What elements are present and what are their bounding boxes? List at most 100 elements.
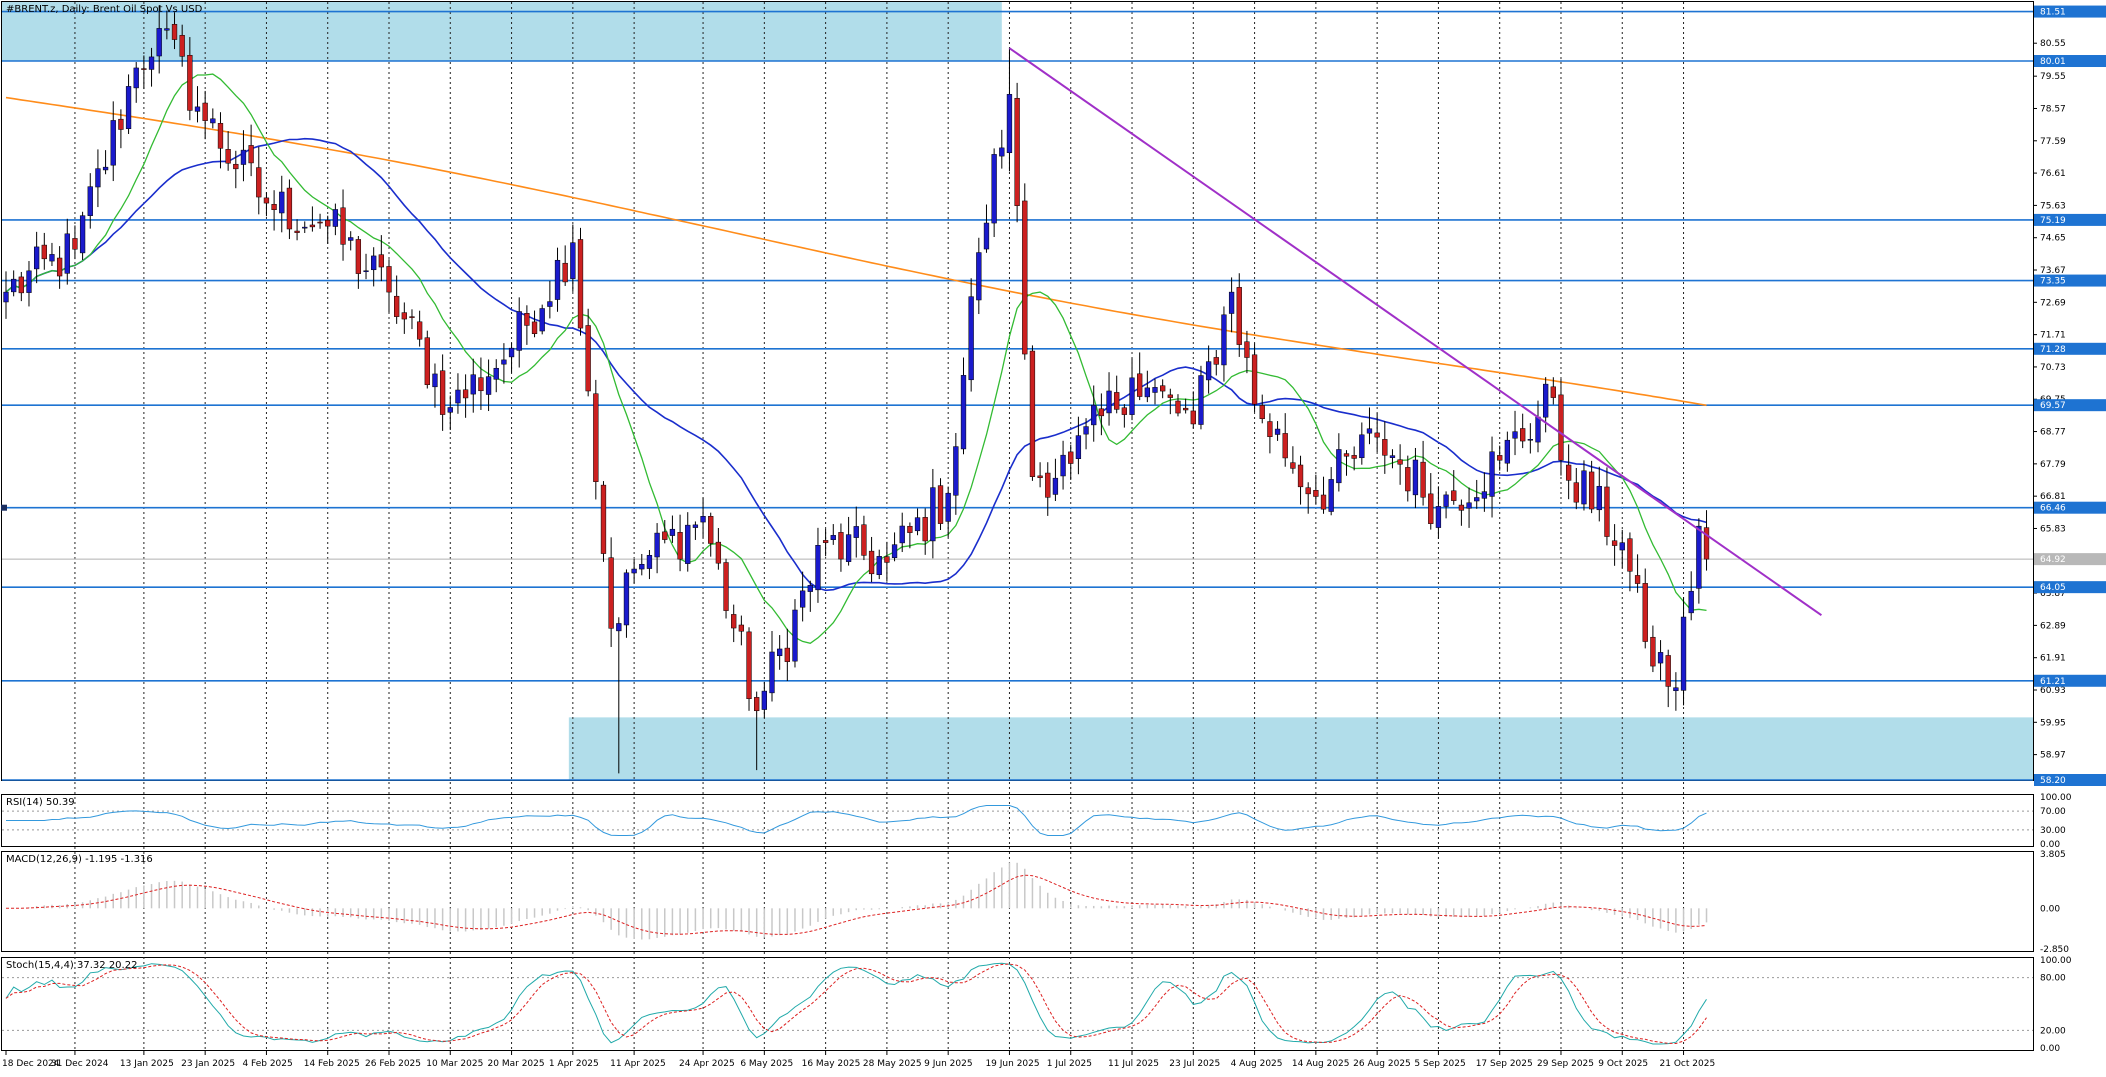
price-tick-label: 58.97 xyxy=(2040,751,2066,761)
candle-body xyxy=(1320,494,1327,510)
candle-body xyxy=(761,690,767,710)
candle-body xyxy=(1160,385,1166,392)
price-axis: 80.55 79.55 78.57 77.59 76.61 75.63 74.65 73.67… xyxy=(2033,5,2106,786)
candle-body xyxy=(72,238,78,250)
candle-body xyxy=(531,321,538,335)
candle-body xyxy=(263,197,270,204)
candle-body xyxy=(1688,590,1694,614)
rsi-pane-frame xyxy=(1,794,2034,847)
candles xyxy=(3,5,1710,774)
candle-body xyxy=(248,145,254,164)
indicator-plots xyxy=(2,805,2033,1045)
macd-pane-frame xyxy=(1,851,2034,952)
candle-body xyxy=(524,313,530,326)
candle-body xyxy=(1175,400,1181,414)
candle-body xyxy=(394,295,400,317)
candle-body xyxy=(1359,434,1365,459)
candle-body xyxy=(937,485,944,524)
level-price-label: 80.01 xyxy=(2040,57,2066,67)
candle-body xyxy=(1619,542,1625,551)
candle-body xyxy=(217,123,224,149)
price-tick-label: 75.63 xyxy=(2040,201,2066,211)
candle-body xyxy=(1221,314,1227,366)
candle-body xyxy=(1313,490,1319,497)
candle-body xyxy=(754,697,760,712)
candle-body xyxy=(1665,655,1671,687)
time-tick-label: 4 Feb 2025 xyxy=(242,1059,292,1069)
candle-body xyxy=(1627,538,1633,572)
candle-body xyxy=(577,239,584,329)
candle-body xyxy=(1703,527,1710,560)
candle-body xyxy=(799,590,806,608)
candle-body xyxy=(240,149,247,165)
candle-body xyxy=(1527,439,1533,441)
level-price-label: 58.20 xyxy=(2040,776,2066,786)
bid-price-tag xyxy=(2034,553,2106,566)
candle-body xyxy=(1083,426,1089,435)
candle-body xyxy=(317,221,323,224)
time-tick-label: 23 Jul 2025 xyxy=(1169,1059,1220,1069)
stoch-tick-label: 100.00 xyxy=(2040,956,2072,966)
candle-body xyxy=(1014,97,1020,206)
price-tick-label: 79.55 xyxy=(2040,72,2066,82)
candle-body xyxy=(1581,470,1587,505)
level-price-tag xyxy=(2034,501,2106,514)
level-price-label: 75.19 xyxy=(2040,216,2066,226)
time-tick-label: 4 Aug 2025 xyxy=(1231,1059,1283,1069)
candle-body xyxy=(570,242,576,279)
candle-body xyxy=(1558,394,1564,461)
candle-body xyxy=(662,531,668,540)
candle-body xyxy=(1060,454,1066,477)
candle-body xyxy=(363,270,369,273)
candle-body xyxy=(1029,350,1036,477)
candle-body xyxy=(210,118,216,124)
candle-body xyxy=(861,524,867,556)
price-tick-label: 73.67 xyxy=(2040,266,2066,276)
candle-body xyxy=(1152,387,1158,393)
candle-body xyxy=(1198,375,1204,425)
stoch-title: Stoch(15,4,4) 37.32 20.22 xyxy=(6,960,137,971)
candle-body xyxy=(225,149,231,164)
bid-price-label: 64.92 xyxy=(2040,555,2066,565)
candle-body xyxy=(1106,390,1112,414)
candle-body xyxy=(539,308,545,332)
price-tick-label: 63.87 xyxy=(2040,589,2066,599)
time-tick-label: 21 Oct 2025 xyxy=(1660,1059,1716,1069)
candle-body xyxy=(1497,455,1503,461)
candle-body xyxy=(968,296,974,381)
level-price-tag xyxy=(2034,274,2106,287)
stoch-pane-frame xyxy=(1,957,2034,1051)
candle-body xyxy=(976,252,982,301)
candle-body xyxy=(1366,428,1373,434)
trendline-group[interactable] xyxy=(1008,47,1822,616)
candle-body xyxy=(1680,616,1687,691)
candle-body xyxy=(654,532,660,558)
candle-body xyxy=(11,278,17,293)
candle-body xyxy=(271,204,277,210)
candle-body xyxy=(1251,354,1258,405)
candle-body xyxy=(95,168,101,188)
time-tick-label: 26 Feb 2025 xyxy=(365,1059,421,1069)
candle-body xyxy=(1489,451,1495,497)
time-tick-label: 19 Jun 2025 xyxy=(985,1059,1039,1069)
candle-body xyxy=(1290,462,1296,469)
price-tick-label: 68.77 xyxy=(2040,428,2066,438)
candle-body xyxy=(233,163,239,170)
candle-body xyxy=(462,389,469,399)
candle-body xyxy=(1543,383,1549,418)
time-tick-label: 29 Sep 2025 xyxy=(1537,1059,1594,1069)
price-tick-label: 74.65 xyxy=(2040,234,2066,244)
candle-body xyxy=(340,207,346,245)
candle-body xyxy=(33,246,40,270)
candle-body xyxy=(1374,432,1380,438)
time-tick-label: 1 Apr 2025 xyxy=(549,1059,599,1069)
candle-body xyxy=(1550,386,1556,398)
candle-body xyxy=(853,526,859,538)
candle-body xyxy=(677,532,683,560)
candle-body xyxy=(983,222,990,250)
candle-body xyxy=(455,389,461,404)
candle-body xyxy=(371,255,377,271)
